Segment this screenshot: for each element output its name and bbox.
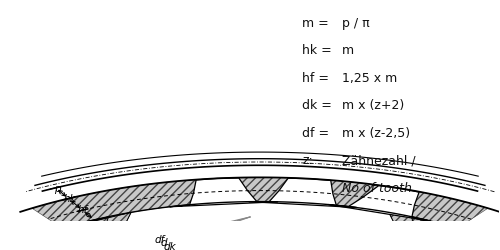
Text: m x (z-2,5): m x (z-2,5) [342,127,410,140]
Text: p: p [54,184,60,194]
Text: hf =: hf = [302,72,329,85]
Text: m: m [342,44,354,57]
Text: m =: m = [302,17,329,30]
Polygon shape [328,186,430,221]
Polygon shape [389,212,460,235]
Polygon shape [60,212,131,235]
Text: m x (z+2): m x (z+2) [342,99,404,112]
Text: z:: z: [302,154,313,167]
Text: d: d [161,238,168,248]
Text: p / π: p / π [342,17,369,30]
Text: dk: dk [164,242,176,250]
Polygon shape [412,217,480,240]
Polygon shape [249,178,356,208]
Polygon shape [32,178,488,228]
Polygon shape [170,178,277,207]
Text: No of tooth: No of tooth [342,182,412,195]
Text: 1,25 x m: 1,25 x m [342,72,397,85]
Polygon shape [40,217,108,240]
Text: Zähnezahl /: Zähnezahl / [342,154,415,167]
Text: dk =: dk = [302,99,332,112]
Text: hk: hk [64,194,76,204]
Text: df =: df = [302,127,330,140]
Text: hf: hf [78,205,88,215]
Polygon shape [15,230,58,248]
Polygon shape [462,230,500,248]
Text: hk =: hk = [302,44,332,57]
Text: df: df [154,235,164,245]
